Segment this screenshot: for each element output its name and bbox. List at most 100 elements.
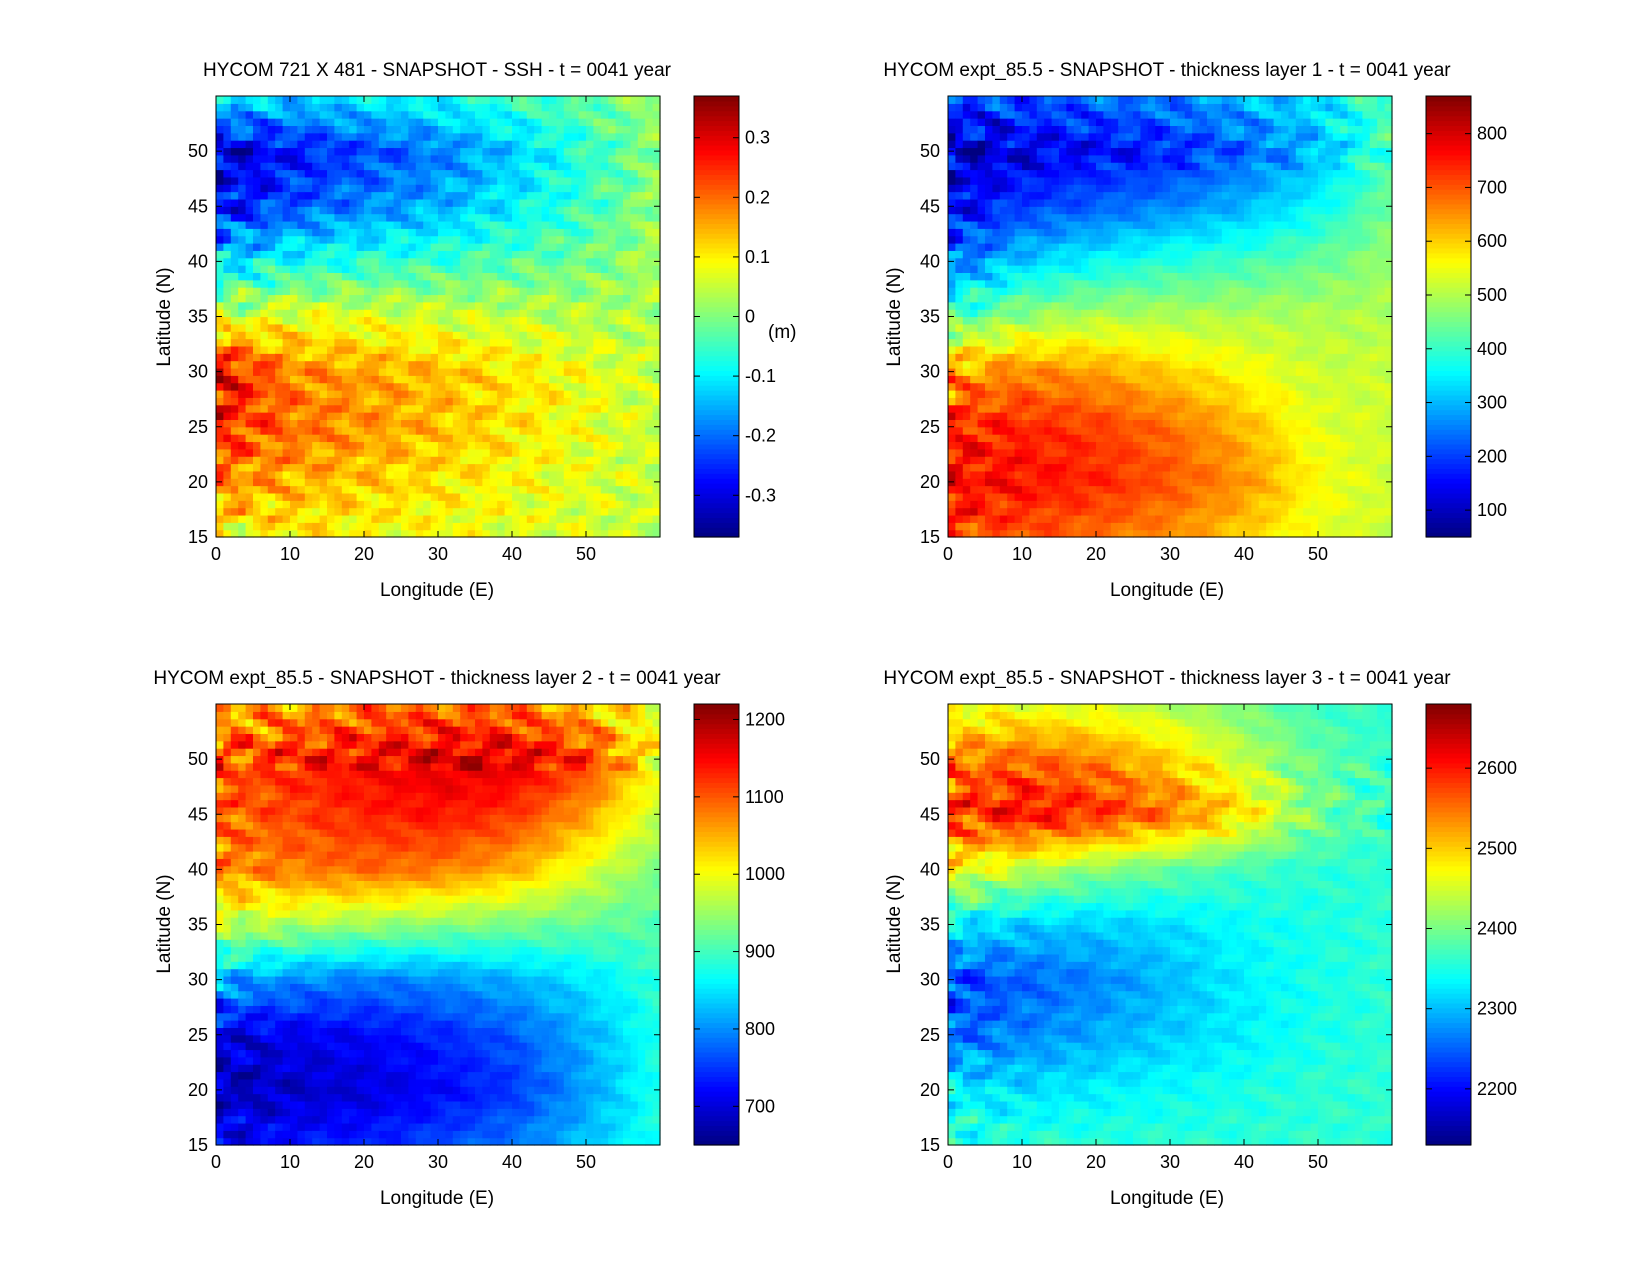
heatmap-cell <box>630 323 639 332</box>
heatmap-cell <box>962 162 971 171</box>
heatmap-cell <box>445 345 454 354</box>
heatmap-cell <box>593 316 602 325</box>
heatmap-cell <box>504 184 513 193</box>
heatmap-cell <box>608 492 617 501</box>
heatmap-cell <box>356 213 365 222</box>
heatmap-cell <box>482 529 491 538</box>
heatmap-cell <box>430 485 439 494</box>
heatmap-cell <box>999 522 1008 531</box>
heatmap-cell <box>482 456 491 465</box>
heatmap-cell <box>526 184 535 193</box>
heatmap-cell <box>253 331 261 340</box>
heatmap-cell <box>364 162 372 171</box>
heatmap-cell <box>460 514 469 523</box>
heatmap-cell <box>497 485 506 494</box>
heatmap-cell <box>393 470 402 479</box>
heatmap-cell <box>578 448 587 457</box>
heatmap-cell <box>371 463 380 472</box>
heatmap-cell <box>356 375 365 384</box>
heatmap-cell <box>1007 125 1016 134</box>
heatmap-cell <box>386 375 395 384</box>
heatmap-cell <box>977 235 986 244</box>
heatmap-cell <box>445 250 454 259</box>
heatmap-cell <box>999 316 1008 325</box>
heatmap-cell <box>430 367 439 376</box>
heatmap-cell <box>652 522 661 531</box>
colorbar-tick-label: 0.1 <box>745 247 770 267</box>
heatmap-cell <box>445 360 454 369</box>
heatmap-cell <box>1088 404 1097 413</box>
heatmap-cell <box>267 96 276 104</box>
heatmap-cell <box>460 279 469 288</box>
heatmap-cell <box>304 243 313 251</box>
heatmap-cell <box>319 316 328 325</box>
heatmap-cell <box>1036 441 1045 450</box>
heatmap-cell <box>593 375 602 384</box>
heatmap-cell <box>962 375 971 384</box>
heatmap-cell <box>319 353 328 362</box>
heatmap-cell <box>992 338 1001 347</box>
heatmap-cell <box>275 382 284 391</box>
heatmap-cell <box>999 294 1008 303</box>
heatmap-cell <box>467 331 476 340</box>
heatmap-cell <box>630 132 639 141</box>
heatmap-cell <box>438 331 446 340</box>
heatmap-cell <box>970 463 979 472</box>
heatmap-cell <box>238 514 247 523</box>
heatmap-cell <box>571 220 580 229</box>
heatmap-cell <box>1073 353 1082 362</box>
heatmap-cell <box>593 169 602 178</box>
heatmap-cell <box>608 412 617 420</box>
heatmap-cell <box>563 463 572 472</box>
heatmap-cell <box>378 228 387 237</box>
heatmap-cell <box>593 448 602 457</box>
heatmap-cell <box>408 353 417 362</box>
heatmap-cell <box>962 360 971 369</box>
heatmap-cell <box>364 110 372 119</box>
heatmap-cell <box>652 103 661 112</box>
heatmap-cell <box>1066 162 1075 171</box>
heatmap-cell <box>593 206 602 215</box>
heatmap-cell <box>571 118 580 126</box>
heatmap-cell <box>586 345 594 354</box>
heatmap-cell <box>1044 382 1053 391</box>
colorbar-swatch <box>694 434 739 440</box>
heatmap-cell <box>563 500 572 509</box>
heatmap-cell <box>637 250 646 259</box>
heatmap-cell <box>534 404 543 413</box>
heatmap-cell <box>1029 390 1038 398</box>
heatmap-cell <box>438 397 446 406</box>
heatmap-cell <box>408 426 417 435</box>
heatmap-cell <box>571 301 580 310</box>
heatmap-cell <box>334 441 343 450</box>
heatmap-cell <box>1051 360 1060 369</box>
heatmap-cell <box>623 412 631 420</box>
heatmap-cell <box>1051 485 1060 494</box>
heatmap-cell <box>999 331 1008 340</box>
heatmap-cell <box>519 390 528 398</box>
heatmap-cell <box>512 514 520 523</box>
heatmap-cell <box>275 404 284 413</box>
panel-thickness-layer-1: HYCOM expt_85.5 - SNAPSHOT - thickness l… <box>883 60 1507 601</box>
heatmap-cell <box>238 345 247 354</box>
heatmap-cell <box>1036 287 1045 296</box>
heatmap-cell <box>297 228 306 237</box>
heatmap-cell <box>438 213 446 222</box>
heatmap-cell <box>253 103 261 112</box>
heatmap-cell <box>371 191 380 200</box>
heatmap-cell <box>430 500 439 509</box>
heatmap-cell <box>445 463 454 472</box>
heatmap-cell <box>578 360 587 369</box>
heatmap-cell <box>1088 110 1097 119</box>
heatmap-cell <box>1022 316 1030 325</box>
heatmap-cell <box>238 323 247 332</box>
heatmap-cell <box>519 507 528 516</box>
heatmap-cell <box>371 404 380 413</box>
heatmap-cell <box>1066 125 1075 134</box>
heatmap-cell <box>1066 184 1075 193</box>
heatmap-cell <box>1007 279 1016 288</box>
heatmap-cell <box>1066 323 1075 332</box>
colorbar-swatch <box>694 110 739 117</box>
heatmap-cell <box>977 250 986 259</box>
heatmap-cell <box>534 492 543 501</box>
